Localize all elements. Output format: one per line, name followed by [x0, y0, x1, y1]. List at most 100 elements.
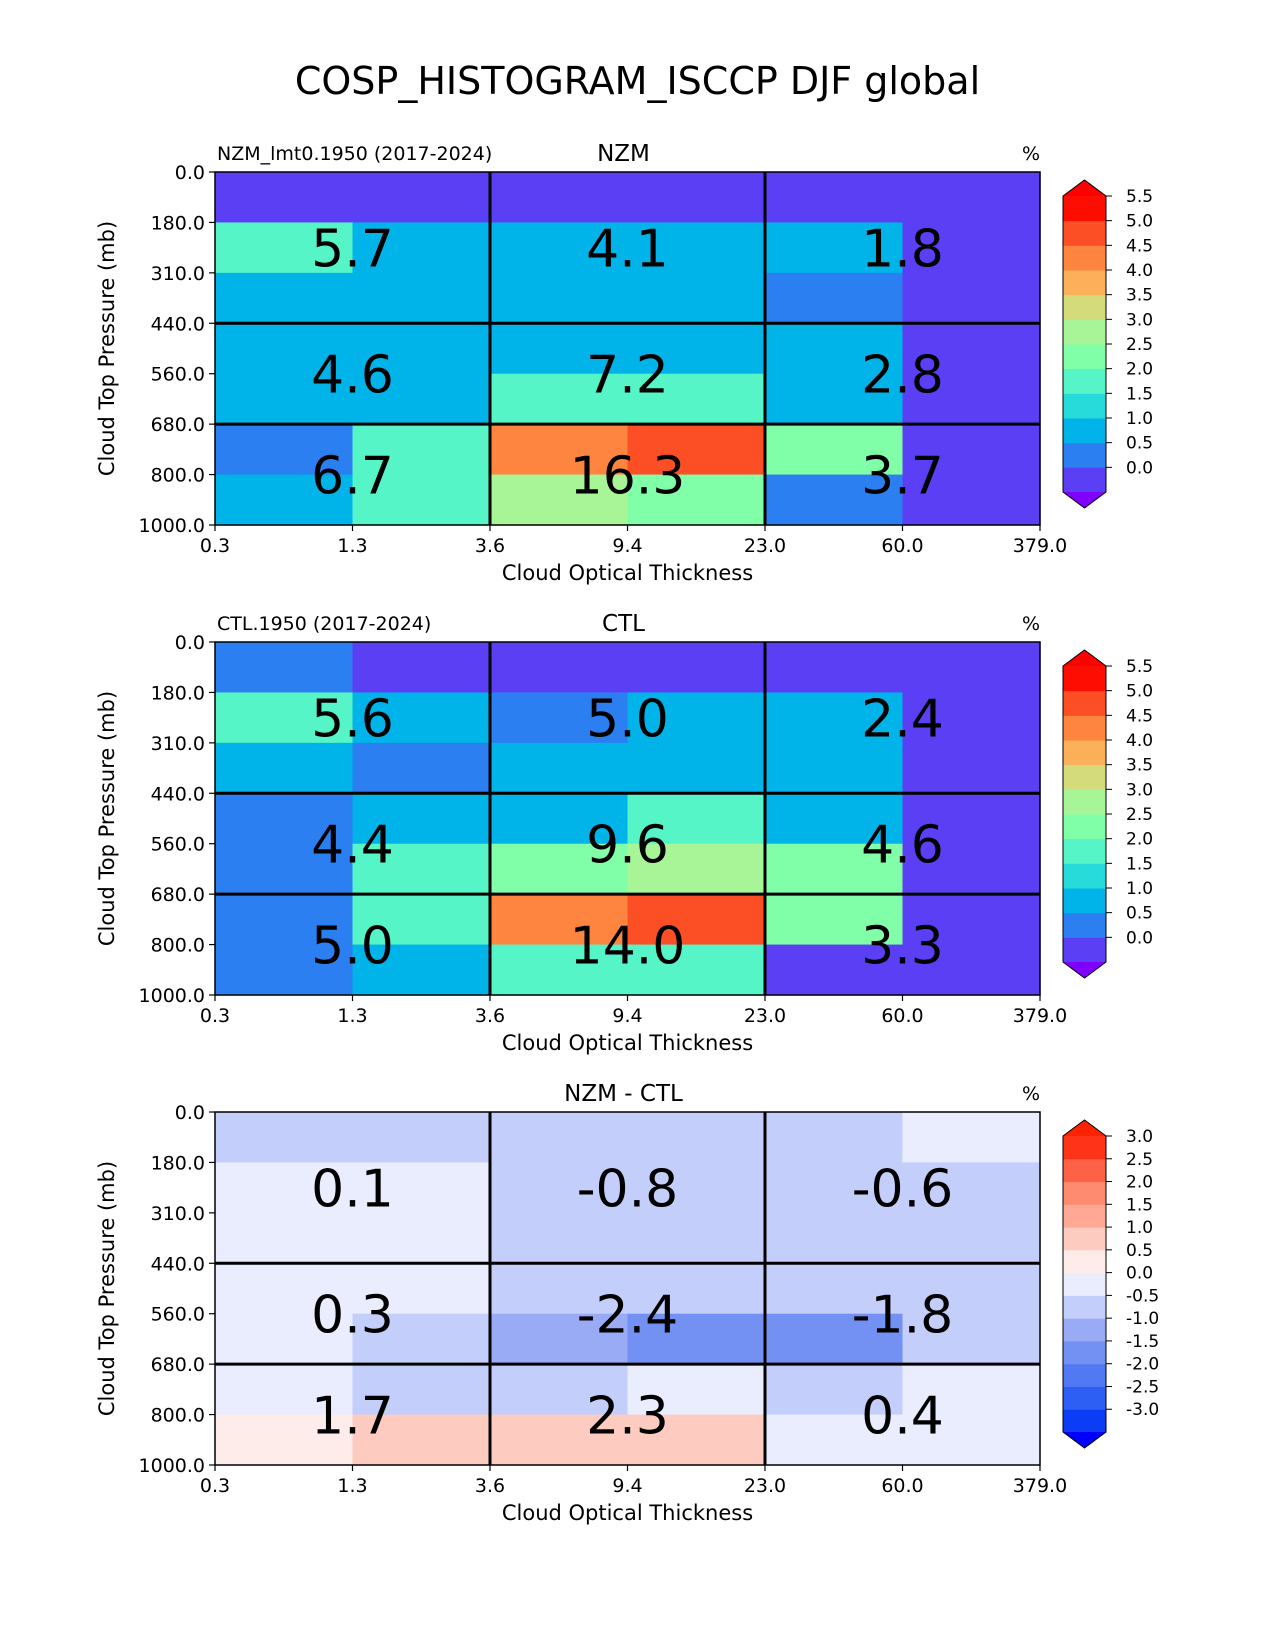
y-tick-label: 800.0: [151, 935, 205, 957]
panel-left-title: NZM_lmt0.1950 (2017-2024): [217, 143, 492, 165]
x-tick-label: 23.0: [744, 1005, 786, 1027]
heatmap-cell: [902, 1364, 1041, 1416]
heatmap-cell: [490, 172, 629, 224]
y-tick-label: 180.0: [151, 682, 205, 704]
heatmap-cell: [215, 1162, 354, 1214]
heatmap-cell: [352, 1364, 491, 1416]
heatmap-cell: [902, 424, 1041, 476]
y-tick-label: 680.0: [151, 884, 205, 906]
heatmap-cell: [352, 272, 491, 324]
heatmap-cell: [215, 424, 354, 476]
colorbar-segment: [1063, 442, 1106, 468]
colorbar-tick-label: 4.0: [1126, 261, 1153, 281]
heatmap-cell: [490, 222, 629, 274]
colorbar-segment: [1063, 863, 1106, 889]
colorbar-tick-label: 0.0: [1126, 928, 1153, 948]
y-tick-label: 1000.0: [139, 985, 205, 1007]
colorbar-tick-label: 0.0: [1126, 458, 1153, 478]
panel-difference: 0.1 -0.8 -0.6 0.3 -2.4 -1.8 1.7 2.3 0.4 0.3 1.3 3.6…: [0, 1060, 1275, 1530]
group-total-label: 4.6: [861, 816, 944, 876]
x-tick-label: 1.3: [337, 1475, 367, 1497]
x-tick-label: 3.6: [475, 535, 505, 557]
heatmap-cell: [627, 894, 766, 946]
colorbar-tick-label: 5.5: [1126, 187, 1153, 207]
heatmap-cell: [352, 1263, 491, 1315]
heatmap-cell: [765, 793, 904, 845]
colorbar-segment: [1063, 294, 1106, 320]
heatmap-cell: [352, 222, 491, 274]
y-tick-label: 1000.0: [139, 515, 205, 537]
colorbar-tick-label: 4.5: [1126, 706, 1153, 726]
colorbar-tick-label: 2.5: [1126, 1150, 1153, 1170]
heatmap-cell: [765, 1313, 904, 1365]
colorbar-tick-label: 1.5: [1126, 1195, 1153, 1215]
colorbar-segment: [1063, 1409, 1106, 1433]
colorbar-tick-label: 1.0: [1126, 409, 1153, 429]
heatmap-cell: [902, 1112, 1041, 1164]
x-tick-label: 3.6: [475, 1005, 505, 1027]
heatmap-cell: [215, 793, 354, 845]
colorbar-segment: [1063, 319, 1106, 345]
heatmap-cell: [902, 793, 1041, 845]
group-total-label: 5.7: [311, 220, 394, 280]
group-total-label: 3.3: [861, 917, 944, 977]
heatmap-cell: [215, 1364, 354, 1416]
colorbar-segment: [1063, 1340, 1106, 1365]
colorbar-segment: [1063, 740, 1106, 766]
heatmap-cell: [765, 424, 904, 476]
heatmap-cell: [627, 1212, 766, 1264]
heatmap-cell: [490, 843, 629, 895]
group-total-label: 14.0: [570, 917, 686, 977]
colorbar-segment: [1063, 245, 1106, 271]
heatmap-cell: [902, 1313, 1041, 1365]
y-axis-label: Cloud Top Pressure (mb): [95, 1161, 119, 1416]
colorbar-tick-label: 1.5: [1126, 384, 1153, 404]
panel-reference-svg: 5.6 5.0 2.4 4.4 9.6 4.6 5.0 14.0 3.3 0.3 1.3 3.6 9.4…: [95, 611, 1153, 1055]
heatmap-cell: [627, 222, 766, 274]
heatmap-cell: [902, 172, 1041, 224]
heatmap-cell: [352, 742, 491, 794]
x-tick-label: 0.3: [200, 1475, 230, 1497]
heatmap-cell: [352, 692, 491, 744]
colorbar-segment: [1063, 196, 1106, 222]
heatmap-cell: [490, 272, 629, 324]
colorbar-tick-label: -1.5: [1126, 1332, 1159, 1352]
heatmap-cell: [627, 642, 766, 694]
group-total-label: 0.3: [311, 1286, 394, 1346]
heatmap-cell: [490, 373, 629, 425]
heatmap-cell: [215, 1313, 354, 1365]
heatmap-cell: [627, 944, 766, 996]
heatmap-cell: [627, 373, 766, 425]
heatmap-cell: [765, 742, 904, 794]
heatmap-cell: [765, 222, 904, 274]
heatmap-cell: [765, 1112, 904, 1164]
heatmap-cell: [627, 1162, 766, 1214]
heatmap-cell: [902, 894, 1041, 946]
colorbar-segment: [1063, 1158, 1106, 1183]
group-total-label: 5.6: [311, 690, 394, 750]
colorbar-segment: [1063, 1181, 1106, 1205]
heatmap-cell: [215, 1263, 354, 1315]
x-tick-label: 23.0: [744, 1475, 786, 1497]
heatmap-cell: [490, 894, 629, 946]
heatmap-cell: [627, 172, 766, 224]
colorbar-outline: [1062, 179, 1107, 509]
heatmap-cell: [352, 424, 491, 476]
group-total-label: 7.2: [586, 346, 669, 406]
heatmap-cell: [352, 1313, 491, 1365]
heatmap-cell: [902, 1263, 1041, 1315]
colorbar-tick-label: 3.0: [1126, 310, 1153, 330]
heatmap-cell: [765, 272, 904, 324]
colorbar-segment: [1063, 393, 1106, 419]
heatmap-cell: [765, 1263, 904, 1315]
colorbar-segment: [1063, 912, 1106, 938]
heatmap-cell: [490, 642, 629, 694]
heatmap-cell: [902, 323, 1041, 375]
colorbar-segment: [1063, 418, 1106, 444]
heatmap-cell: [627, 474, 766, 526]
heatmap-cell: [215, 172, 354, 224]
colorbar-extend-min: [1063, 492, 1106, 508]
colorbar-extend-max: [1063, 650, 1106, 666]
heatmap-cell: [765, 944, 904, 996]
